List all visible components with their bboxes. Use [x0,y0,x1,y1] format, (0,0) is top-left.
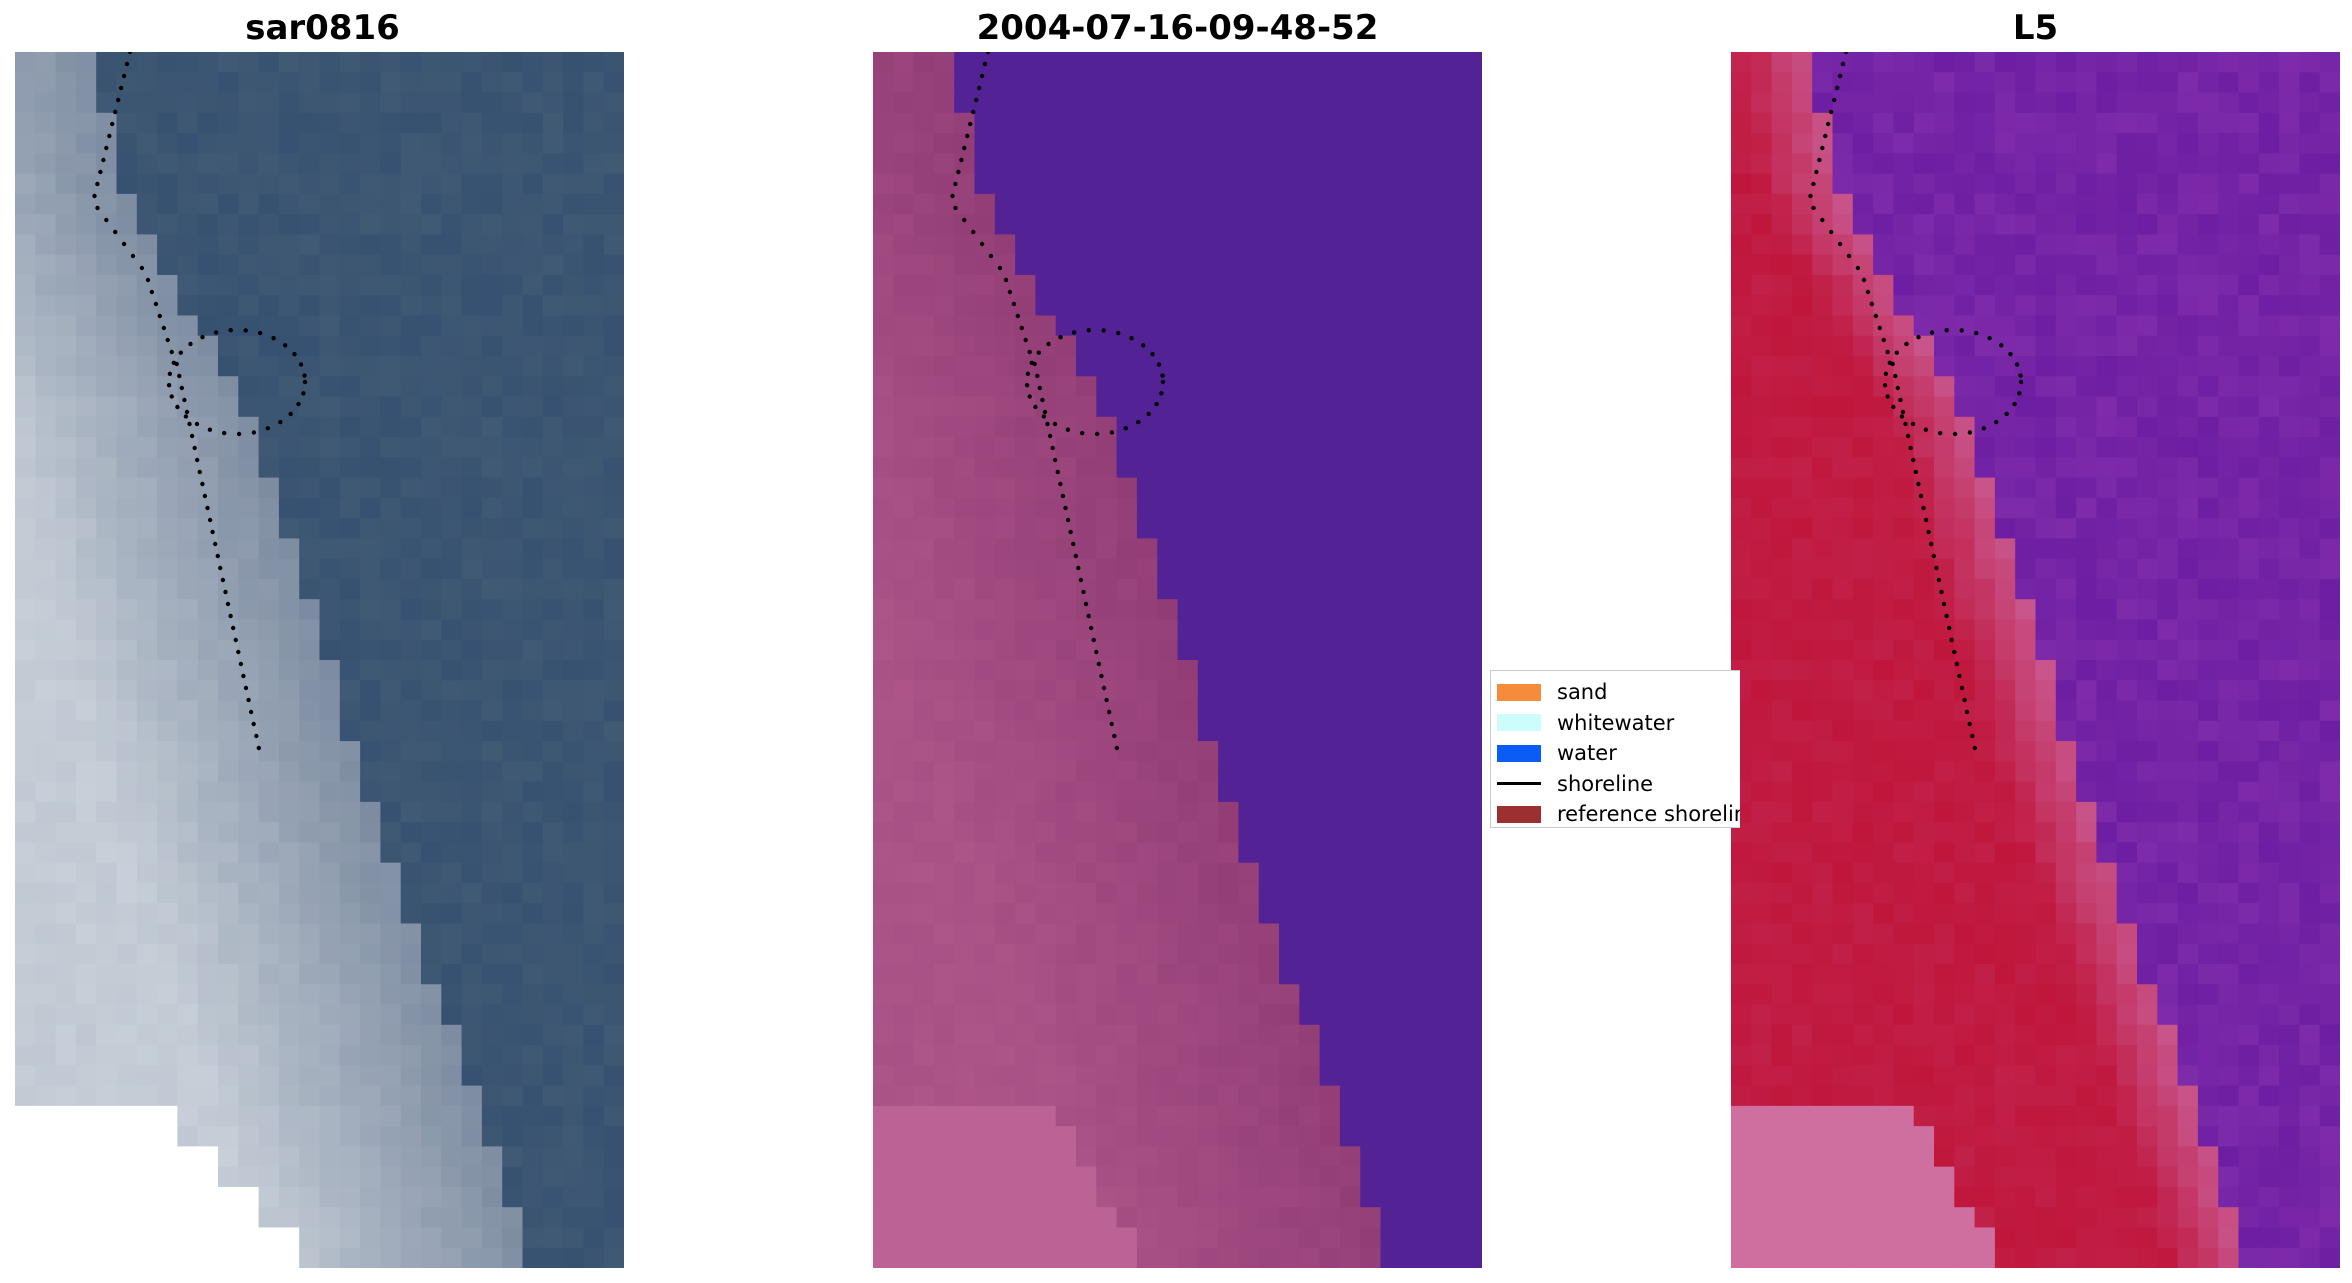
legend-item-sand: sand [1491,677,1740,708]
legend: sand whitewater water shoreline referenc… [1490,670,1740,828]
legend-item-reference-shoreline: reference shoreline [1491,799,1740,827]
shoreline-line-swatch [1497,782,1541,786]
whitewater-swatch [1497,714,1541,732]
legend-label-reference-shoreline: reference shoreline [1557,802,1740,827]
panel-title-classified: 2004-07-16-09-48-52 [976,8,1379,48]
classified-image [873,52,1482,1268]
legend-item-whitewater: whitewater [1491,708,1740,739]
sand-swatch [1497,683,1541,701]
classified-image-panel [873,52,1482,1268]
panel-title-index: L5 [2012,8,2059,48]
legend-label-whitewater: whitewater [1557,710,1675,735]
water-index-image [1731,52,2340,1268]
panel-title-rgb: sar0816 [245,8,400,48]
index-image-panel [1731,52,2340,1268]
legend-label-water: water [1557,741,1617,766]
water-swatch [1497,744,1541,762]
rgb-satellite-image [15,52,624,1268]
legend-item-water: water [1491,738,1740,769]
legend-label-sand: sand [1557,680,1608,705]
legend-item-shoreline: shoreline [1491,769,1740,800]
legend-label-shoreline: shoreline [1557,771,1654,796]
reference-shoreline-swatch [1497,805,1541,823]
rgb-image-panel [15,52,624,1268]
